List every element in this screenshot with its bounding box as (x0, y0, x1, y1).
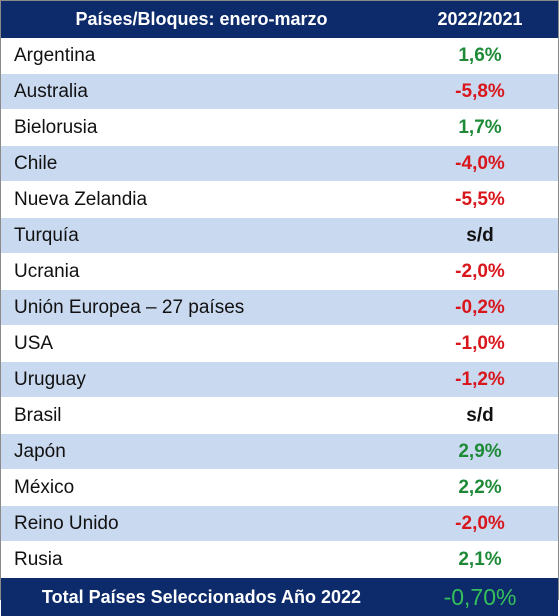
change-cell: 2,1% (402, 542, 558, 578)
table-row: USA-1,0% (1, 326, 558, 362)
country-cell: Japón (1, 434, 402, 470)
table-row: Nueva Zelandia-5,5% (1, 182, 558, 218)
table-row: Australia-5,8% (1, 74, 558, 110)
change-cell: -2,0% (402, 254, 558, 290)
country-cell: Uruguay (1, 362, 402, 398)
change-cell: s/d (402, 398, 558, 434)
change-cell: s/d (402, 218, 558, 254)
change-cell: -1,0% (402, 326, 558, 362)
country-cell: Chile (1, 146, 402, 182)
country-cell: México (1, 470, 402, 506)
table-row: Ucrania-2,0% (1, 254, 558, 290)
table-header: Países/Bloques: enero-marzo 2022/2021 (1, 1, 558, 38)
country-cell: Argentina (1, 38, 402, 74)
country-cell: Rusia (1, 542, 402, 578)
country-cell: Unión Europea – 27 países (1, 290, 402, 326)
country-cell: Ucrania (1, 254, 402, 290)
country-cell: Australia (1, 74, 402, 110)
change-cell: -5,8% (402, 74, 558, 110)
change-cell: 1,7% (402, 110, 558, 146)
header-country: Países/Bloques: enero-marzo (1, 1, 402, 38)
table-row: Reino Unido-2,0% (1, 506, 558, 542)
change-cell: -1,2% (402, 362, 558, 398)
table-frame: Países/Bloques: enero-marzo 2022/2021 Ar… (0, 0, 559, 600)
country-cell: USA (1, 326, 402, 362)
table-footer: Total Países Seleccionados Año 2022 -0,7… (1, 578, 558, 616)
country-cell: Reino Unido (1, 506, 402, 542)
change-cell: -4,0% (402, 146, 558, 182)
header-period: 2022/2021 (402, 1, 558, 38)
total-label: Total Países Seleccionados Año 2022 (1, 578, 402, 616)
table-row: Unión Europea – 27 países-0,2% (1, 290, 558, 326)
table-row: Uruguay-1,2% (1, 362, 558, 398)
change-cell: -0,2% (402, 290, 558, 326)
total-row: Total Países Seleccionados Año 2022 -0,7… (1, 578, 558, 616)
change-cell: -5,5% (402, 182, 558, 218)
country-cell: Turquía (1, 218, 402, 254)
change-cell: 2,9% (402, 434, 558, 470)
country-cell: Nueva Zelandia (1, 182, 402, 218)
change-cell: 2,2% (402, 470, 558, 506)
country-cell: Brasil (1, 398, 402, 434)
table-row: Chile-4,0% (1, 146, 558, 182)
header-row: Países/Bloques: enero-marzo 2022/2021 (1, 1, 558, 38)
country-cell: Bielorusia (1, 110, 402, 146)
change-cell: 1,6% (402, 38, 558, 74)
total-value: -0,70% (402, 578, 558, 616)
change-cell: -2,0% (402, 506, 558, 542)
